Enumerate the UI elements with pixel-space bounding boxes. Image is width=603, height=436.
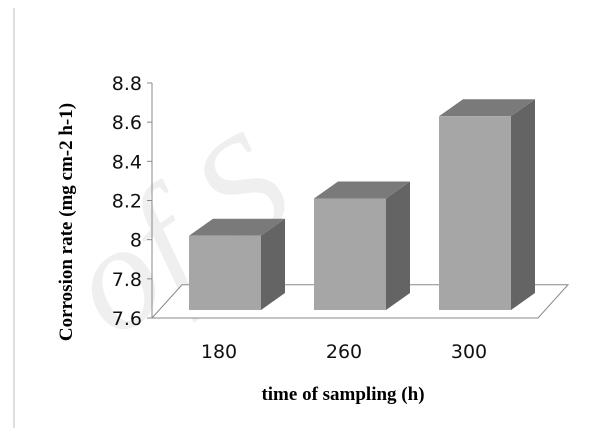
x-axis-title: time of sampling (h) [261, 384, 424, 405]
bar-front-face [314, 198, 386, 310]
bar-top-face [439, 99, 535, 117]
bar-side-face [261, 218, 285, 310]
bar-260 [314, 181, 410, 310]
bar-300 [439, 99, 535, 311]
x-axis-ticks: 180 260 300 [201, 341, 487, 363]
y-axis-ticks: 7.6 7.8 8 8.2 8.4 8.6 8.8 [112, 73, 152, 330]
bar-180 [189, 218, 285, 310]
x-tick-label: 260 [326, 341, 362, 363]
bar-front-face [439, 116, 511, 311]
y-tick-label: 7.8 [112, 269, 142, 291]
y-tick-label: 8.8 [112, 73, 142, 95]
y-tick-label: 8.4 [112, 151, 142, 173]
bar-side-face [511, 99, 535, 311]
y-tick-label: 8.6 [112, 112, 142, 134]
x-tick-label: 300 [451, 341, 487, 363]
x-tick-label: 180 [201, 341, 237, 363]
bar-side-face [386, 181, 410, 310]
y-tick-label: 8 [130, 230, 142, 252]
bar-front-face [189, 235, 261, 310]
bar-top-face [189, 218, 285, 236]
bars-group [189, 99, 535, 311]
y-tick-label: 7.6 [112, 308, 142, 330]
bar-top-face [314, 181, 410, 199]
y-axis-title: Corrosion rate (mg cm-2 h-1) [56, 103, 77, 341]
y-tick-label: 8.2 [112, 191, 142, 213]
